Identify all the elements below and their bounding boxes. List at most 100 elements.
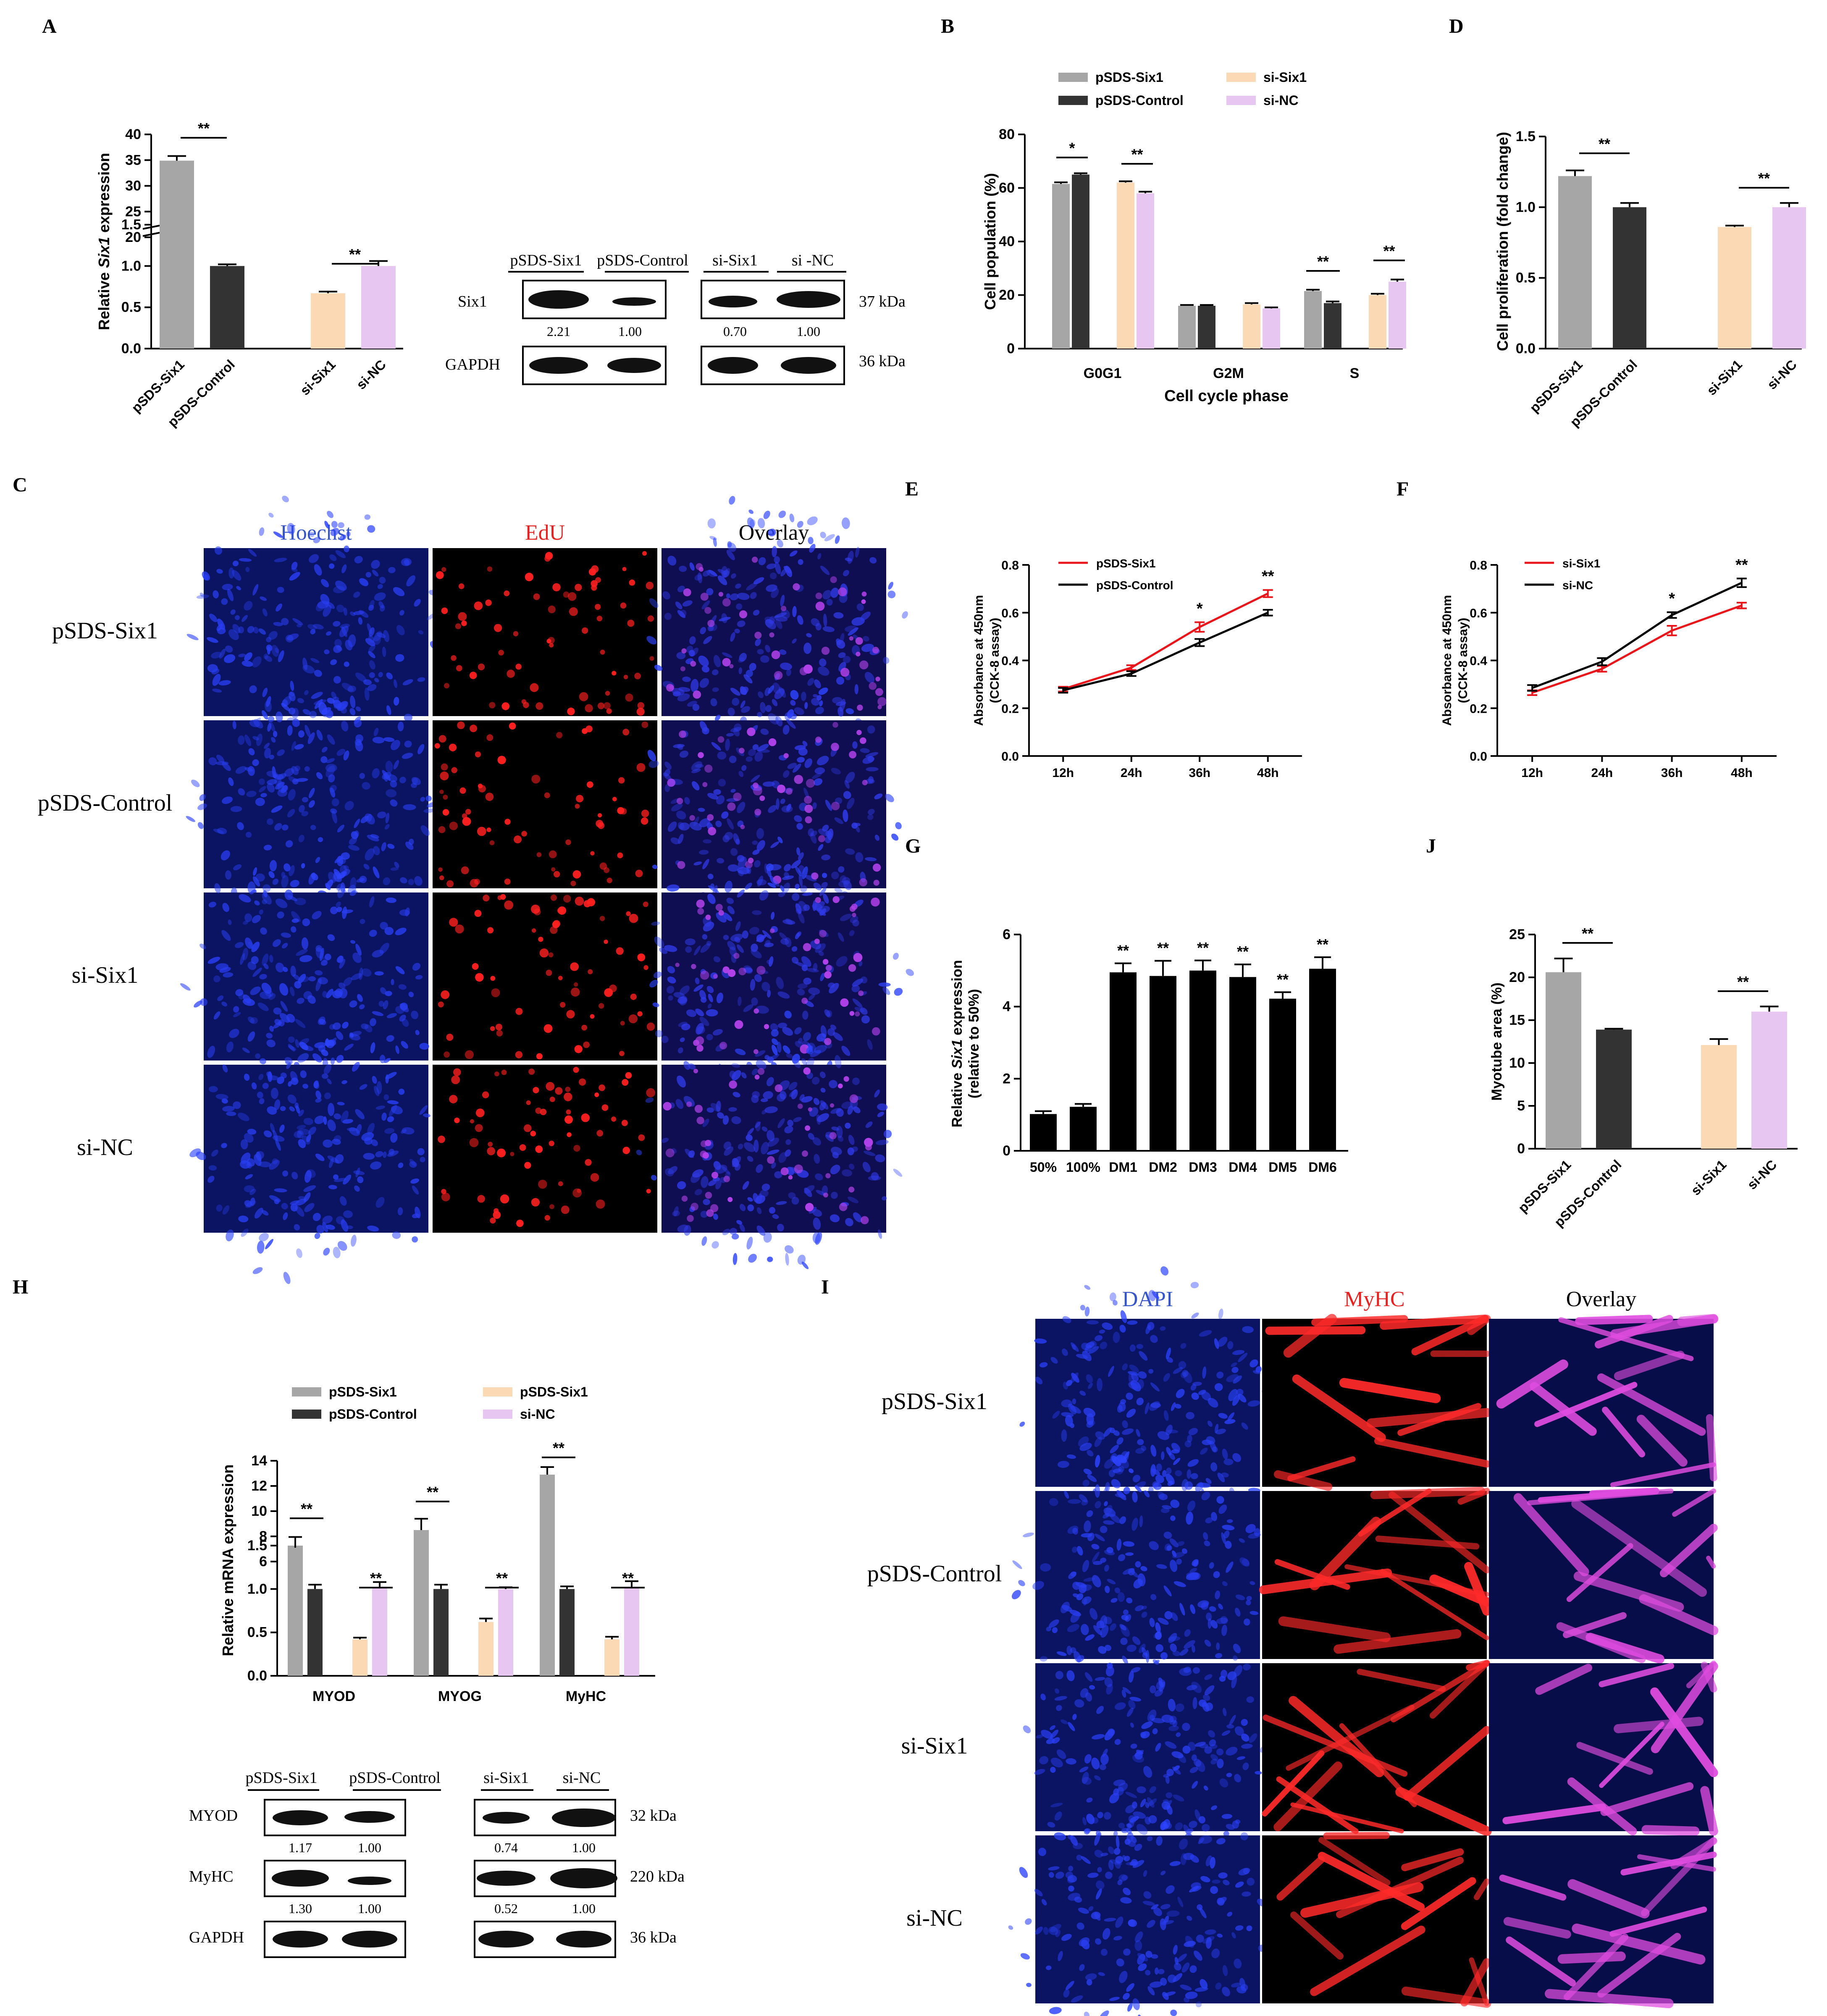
edu-nucleus bbox=[594, 604, 601, 610]
nucleus bbox=[235, 766, 247, 774]
edu-nucleus bbox=[462, 813, 467, 819]
nucleus bbox=[1160, 1266, 1169, 1276]
edu-nucleus bbox=[444, 683, 449, 689]
nucleus bbox=[838, 866, 845, 873]
nucleus bbox=[358, 617, 363, 625]
nucleus bbox=[749, 663, 756, 671]
nucleus bbox=[727, 864, 739, 872]
nucleus bbox=[266, 1039, 276, 1047]
nucleus bbox=[843, 570, 849, 577]
nucleus bbox=[764, 617, 775, 623]
nucleus bbox=[271, 805, 283, 813]
edu-nucleus bbox=[549, 850, 557, 858]
nucleus bbox=[763, 510, 770, 519]
nucleus bbox=[281, 872, 286, 879]
x-tick-label: MYOD bbox=[312, 1688, 355, 1704]
nucleus bbox=[836, 677, 845, 685]
nucleus bbox=[387, 774, 397, 782]
nucleus bbox=[245, 567, 250, 572]
nucleus bbox=[330, 787, 336, 798]
blot-band bbox=[708, 357, 758, 374]
nucleus bbox=[281, 932, 291, 938]
nucleus bbox=[822, 626, 835, 632]
edu-nucleus bbox=[558, 1181, 563, 1186]
nucleus bbox=[679, 751, 689, 758]
edu-nucleus bbox=[754, 808, 761, 816]
nucleus bbox=[263, 963, 269, 969]
nucleus bbox=[415, 975, 423, 980]
y-tick-label: 0.4 bbox=[1001, 654, 1019, 668]
nucleus bbox=[364, 688, 370, 701]
nucleus bbox=[737, 855, 745, 862]
bar-pSDS-Six1-upper bbox=[160, 160, 194, 237]
bar-pSDS-Six1-MYOD bbox=[352, 1639, 368, 1676]
edu-nucleus bbox=[640, 817, 648, 825]
nucleus bbox=[221, 930, 231, 941]
nucleus bbox=[408, 992, 414, 998]
edu-nucleus bbox=[519, 1144, 526, 1151]
edu-nucleus bbox=[590, 1014, 595, 1019]
nucleus bbox=[383, 1000, 388, 1010]
nucleus bbox=[294, 898, 306, 906]
blot-band bbox=[478, 1931, 534, 1948]
nucleus bbox=[339, 958, 346, 969]
y-tick-label: 20 bbox=[1509, 969, 1525, 985]
nucleus bbox=[780, 595, 785, 607]
nucleus bbox=[361, 968, 372, 977]
nucleus bbox=[298, 835, 304, 843]
nucleus bbox=[790, 550, 798, 557]
nucleus bbox=[353, 591, 360, 598]
edu-nucleus bbox=[546, 1082, 555, 1091]
nucleus bbox=[244, 767, 253, 772]
bar-pSDS-Control bbox=[1596, 1029, 1632, 1149]
nucleus bbox=[798, 748, 808, 756]
nucleus bbox=[700, 627, 706, 635]
nucleus bbox=[213, 1011, 220, 1020]
edu-nucleus bbox=[642, 551, 647, 556]
bar-100% bbox=[1070, 1107, 1097, 1151]
nucleus bbox=[318, 702, 328, 715]
nucleus bbox=[831, 768, 841, 774]
edu-nucleus bbox=[441, 1189, 446, 1194]
edu-nucleus bbox=[495, 1024, 502, 1031]
legend-label: si-NC bbox=[520, 1407, 555, 1422]
nucleus bbox=[887, 591, 896, 598]
nucleus bbox=[215, 963, 229, 971]
nucleus bbox=[785, 1252, 789, 1266]
blot-band bbox=[273, 1931, 328, 1948]
edu-nucleus bbox=[625, 693, 633, 702]
edu-nucleus bbox=[646, 1189, 651, 1194]
nucleus bbox=[717, 575, 727, 585]
nucleus bbox=[654, 664, 663, 671]
nucleus bbox=[813, 694, 818, 698]
edu-nucleus bbox=[441, 990, 450, 999]
nucleus bbox=[411, 1011, 419, 1019]
nucleus bbox=[699, 678, 709, 688]
edu-nucleus bbox=[575, 803, 580, 809]
nucleus bbox=[734, 723, 742, 732]
nucleus bbox=[338, 522, 344, 528]
edu-nucleus bbox=[441, 763, 448, 771]
nucleus bbox=[325, 953, 331, 961]
nucleus bbox=[331, 810, 337, 824]
edu-nucleus bbox=[707, 620, 715, 627]
nucleus bbox=[215, 761, 229, 766]
x-tick-label: si-Six1 bbox=[297, 357, 339, 398]
x-tick-label: 48h bbox=[1257, 766, 1279, 780]
nucleus bbox=[288, 1044, 295, 1052]
micrograph-overlay bbox=[1035, 1835, 1260, 2003]
edu-nucleus bbox=[543, 1024, 553, 1033]
nucleus bbox=[298, 974, 306, 984]
edu-nucleus bbox=[612, 797, 617, 801]
nucleus bbox=[786, 669, 791, 676]
densitometry-value: 1.17 bbox=[289, 1840, 312, 1855]
edu-nucleus bbox=[487, 566, 493, 572]
edu-nucleus bbox=[877, 697, 887, 706]
nucleus bbox=[200, 998, 208, 1006]
nucleus bbox=[312, 1053, 322, 1063]
y-tick-label: 1.0 bbox=[247, 1581, 267, 1597]
nucleus bbox=[259, 527, 265, 536]
nucleus bbox=[247, 1031, 255, 1042]
nucleus bbox=[388, 567, 396, 573]
nucleus bbox=[239, 558, 252, 562]
